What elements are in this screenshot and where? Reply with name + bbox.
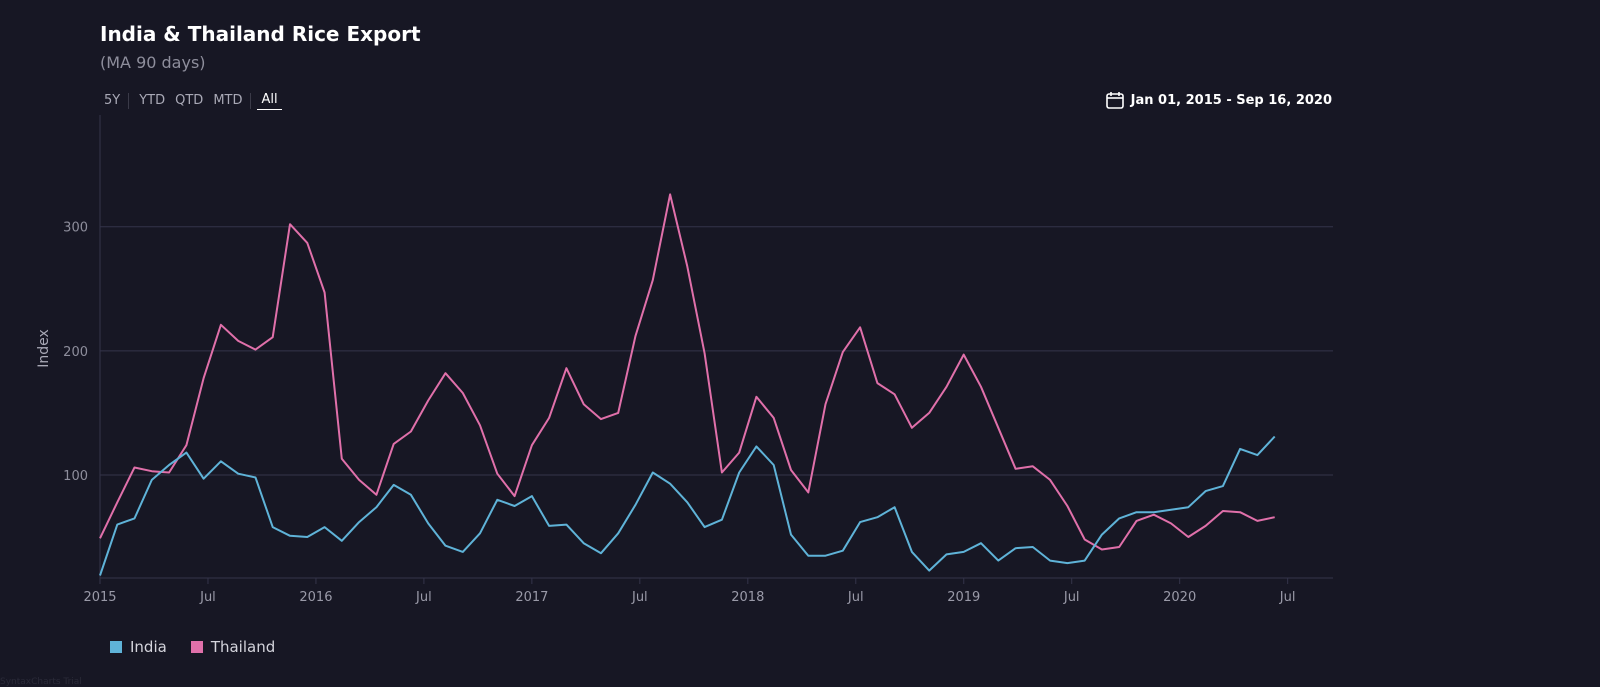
legend-label-india: India [130, 638, 167, 656]
x-tick-label: Jul [415, 590, 432, 605]
tab-divider [128, 92, 130, 109]
range-tab-all[interactable]: All [257, 91, 282, 110]
legend: India Thailand [110, 638, 299, 656]
range-tabs: 5Y YTD QTD MTD All [100, 91, 284, 110]
series-line-india[interactable] [99, 435, 1276, 576]
legend-swatch-thailand [190, 641, 203, 653]
chart-subtitle: (MA 90 days) [100, 53, 206, 72]
x-tick-label: 2017 [515, 590, 548, 605]
legend-item-thailand[interactable]: Thailand [190, 638, 276, 656]
range-tab-ytd[interactable]: YTD [139, 92, 166, 108]
x-tick-label: Jul [631, 590, 648, 605]
calendar-icon [1105, 92, 1124, 109]
series-line-thailand[interactable] [99, 193, 1275, 551]
x-tick-label: 2019 [947, 590, 980, 605]
x-axis-ticks: 2015 Jul 2016 Jul 2017 Jul 2018 Jul 2019 Jul 2020 J… [83, 578, 1295, 605]
x-tick-label: Jul [1279, 590, 1296, 605]
date-range-label: Jan 01, 2015 - Sep 16, 2020 [1130, 92, 1332, 108]
legend-label-thailand: Thailand [210, 638, 276, 656]
credit-watermark: SyntaxCharts Trial [0, 677, 82, 687]
legend-swatch-india [110, 641, 122, 653]
series-lines [99, 193, 1276, 576]
legend-item-india[interactable]: India [110, 638, 167, 656]
chart-title: India & Thailand Rice Export [100, 22, 421, 46]
y-tick-label: 200 [63, 345, 88, 360]
x-tick-label: Jul [1063, 590, 1080, 605]
range-tab-qtd[interactable]: QTD [175, 92, 204, 108]
y-axis-label: Index [36, 329, 52, 368]
y-tick-label: 100 [63, 469, 88, 484]
tab-divider [250, 92, 252, 109]
range-tab-5y[interactable]: 5Y [104, 92, 121, 108]
date-range-picker[interactable]: Jan 01, 2015 - Sep 16, 2020 [1105, 90, 1332, 110]
x-tick-label: Jul [199, 590, 216, 605]
x-tick-label: Jul [847, 590, 864, 605]
y-axis-ticks: 100 200 300 [63, 221, 88, 484]
x-tick-label: 2016 [299, 590, 332, 605]
y-tick-label: 300 [63, 221, 88, 236]
x-tick-label: 2018 [731, 590, 764, 605]
grid-lines [100, 226, 1333, 476]
x-tick-label: 2020 [1163, 590, 1196, 605]
x-tick-label: 2015 [83, 590, 116, 605]
range-tab-mtd[interactable]: MTD [213, 92, 243, 108]
